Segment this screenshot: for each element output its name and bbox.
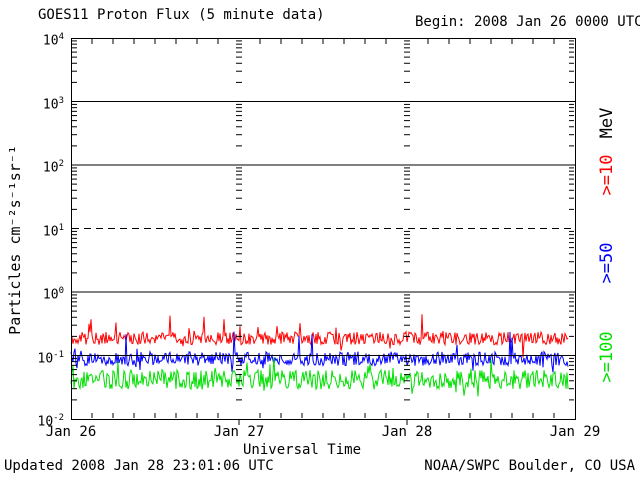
legend-label-1: >=10 bbox=[597, 154, 617, 196]
x-tick-label-1: Jan 27 bbox=[213, 424, 265, 440]
legend-label-3: >=100 bbox=[597, 331, 617, 383]
plot-svg bbox=[70, 38, 576, 425]
y-tick-label: 104 bbox=[42, 32, 64, 49]
y-tick-label: 102 bbox=[42, 159, 64, 176]
begin-time-label: Begin: 2008 Jan 26 0000 UTC bbox=[415, 14, 640, 30]
x-tick-label-2: Jan 28 bbox=[381, 424, 433, 440]
x-tick-label-3: Jan 29 bbox=[549, 424, 601, 440]
legend-label-2: >=50 bbox=[597, 242, 617, 284]
x-axis-label: Universal Time bbox=[243, 442, 362, 458]
footer-source: NOAA/SWPC Boulder, CO USA bbox=[424, 458, 635, 474]
legend-label-0: MeV bbox=[597, 107, 617, 139]
y-tick-label: 10-1 bbox=[37, 349, 65, 366]
y-tick-label: 10-2 bbox=[37, 413, 65, 430]
x-tick-label-0: Jan 26 bbox=[45, 424, 97, 440]
y-tick-label: 100 bbox=[42, 286, 64, 303]
chart-title: GOES11 Proton Flux (5 minute data) bbox=[38, 7, 325, 23]
y-tick-label: 103 bbox=[42, 95, 64, 112]
y-tick-label: 101 bbox=[42, 222, 64, 239]
footer-updated: Updated 2008 Jan 28 23:01:06 UTC bbox=[4, 458, 274, 474]
